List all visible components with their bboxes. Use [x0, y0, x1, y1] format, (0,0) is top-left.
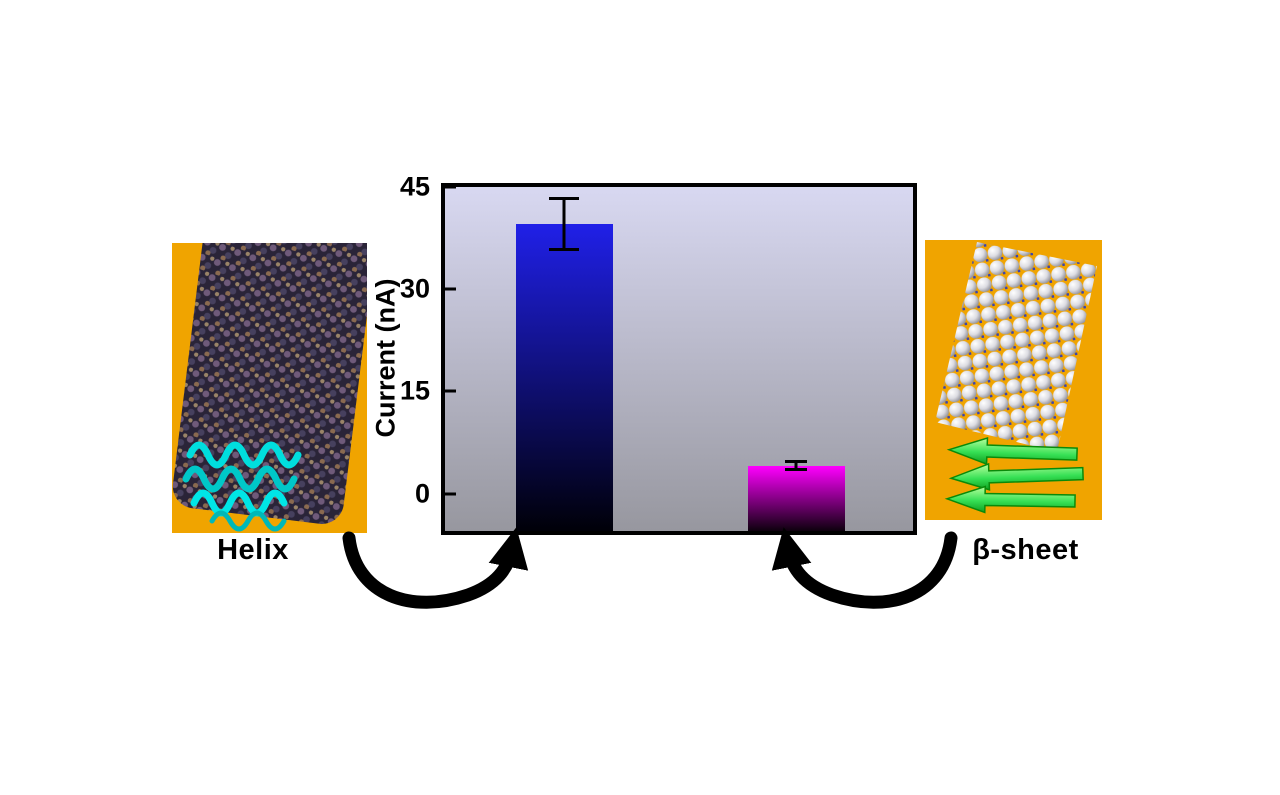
- beta-sheet-structure-image: [925, 240, 1102, 520]
- y-tick-mark: [445, 389, 456, 393]
- y-tick-label: 15: [399, 375, 430, 406]
- error-bar: [785, 460, 807, 472]
- y-tick-label: 30: [399, 273, 430, 304]
- chart-bar: [516, 223, 613, 531]
- y-tick-mark: [445, 492, 456, 496]
- y-tick-mark: [445, 287, 456, 291]
- helix-ribbons: [182, 441, 302, 532]
- plot-area: [445, 187, 913, 531]
- beta-sheet-label: β-sheet: [972, 534, 1079, 566]
- helix-structure-image: [172, 243, 367, 533]
- y-tick-label: 45: [399, 171, 430, 202]
- bar-chart: [441, 183, 917, 535]
- error-bar: [549, 196, 579, 252]
- y-tick-label: 0: [414, 478, 430, 509]
- helix-arrow: [342, 527, 529, 609]
- chart-bar: [748, 465, 845, 531]
- helix-label: Helix: [217, 534, 289, 566]
- beta-strand-arrows: [944, 437, 1084, 514]
- beta-sheet-arrow: [771, 527, 958, 609]
- y-axis-ticks: 45 30 15 0: [366, 172, 430, 531]
- y-tick-mark: [445, 187, 456, 189]
